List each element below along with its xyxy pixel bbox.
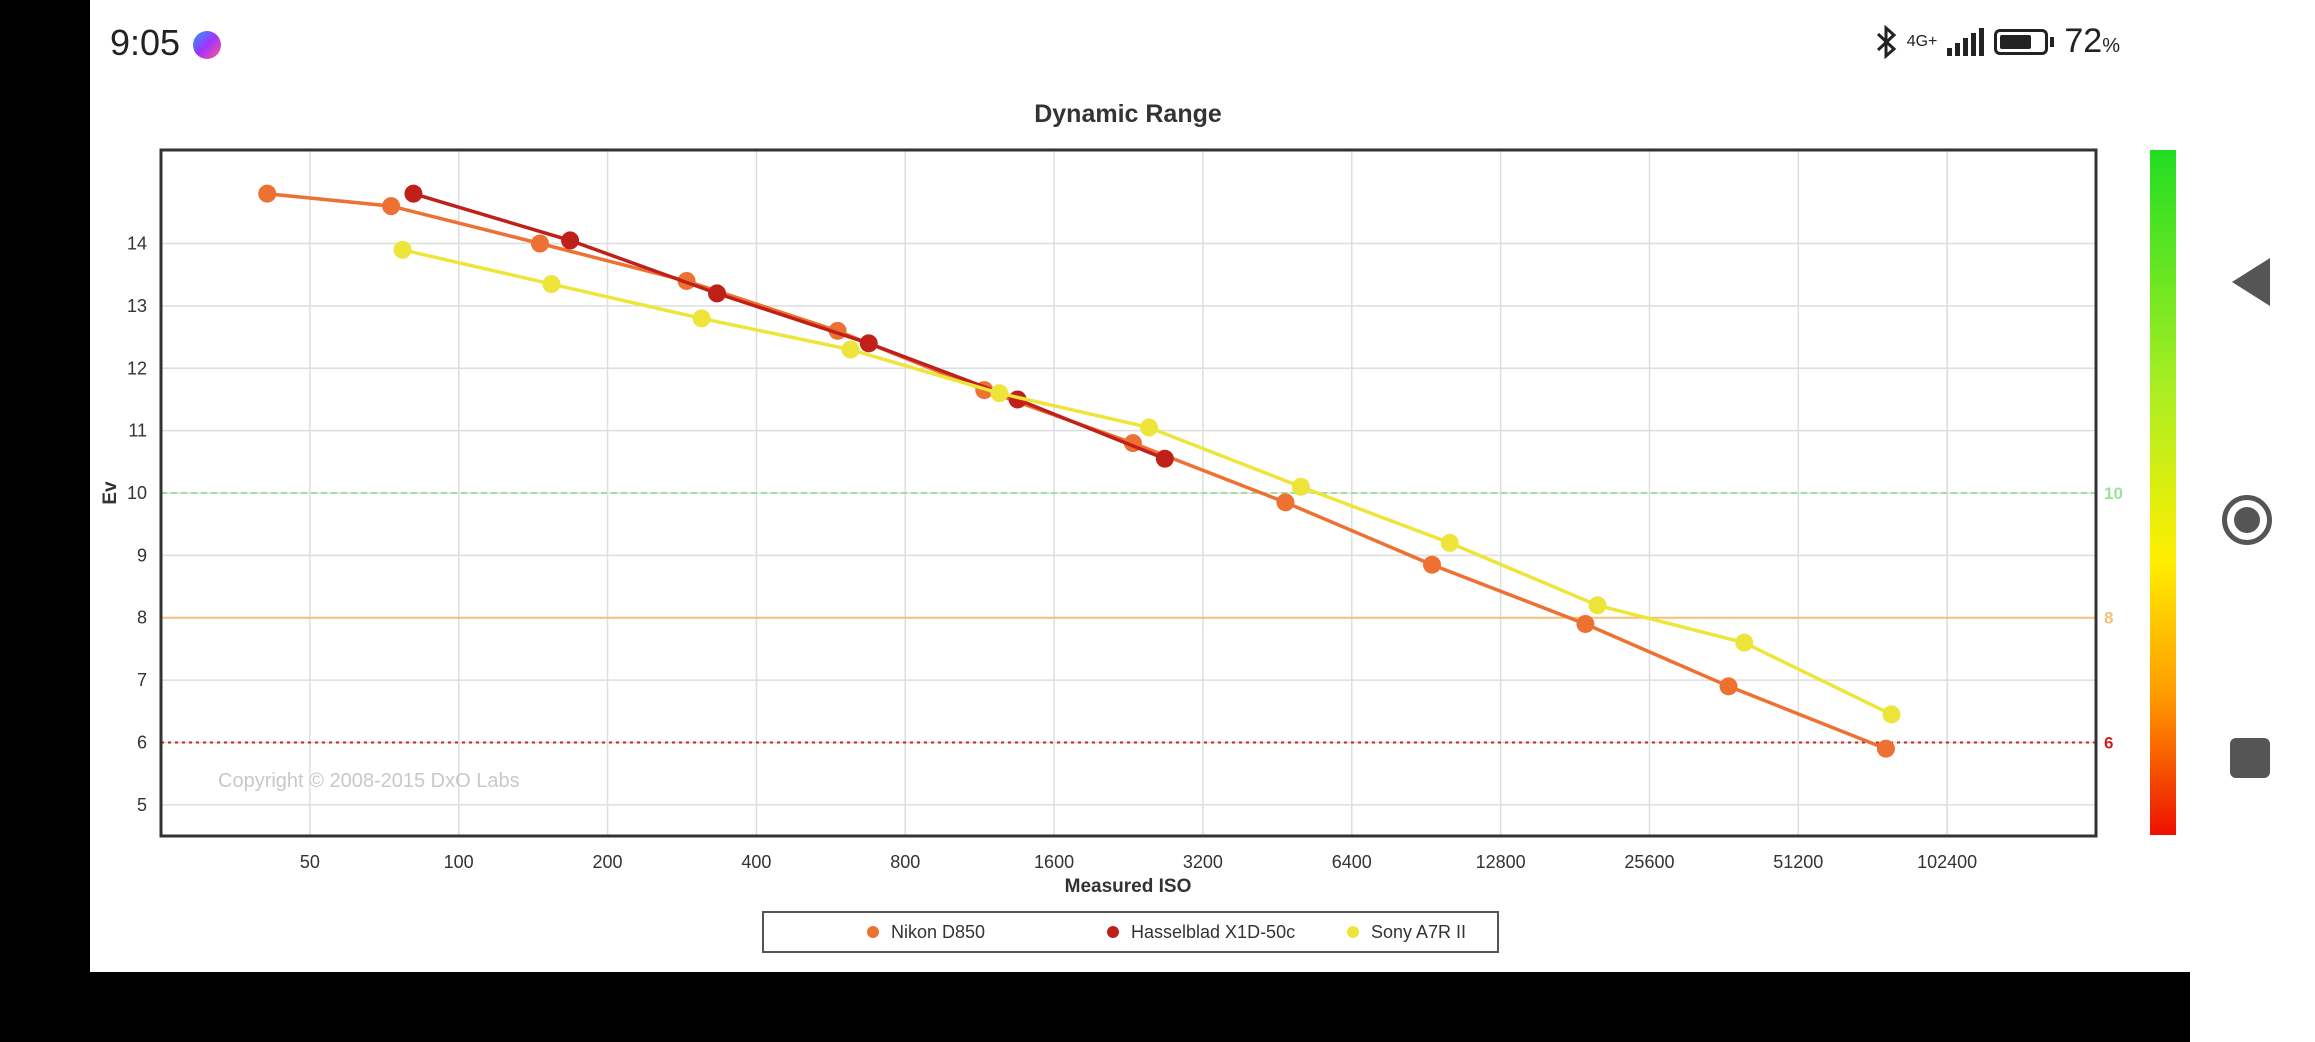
reference-label-10: 10 — [2104, 484, 2123, 503]
signal-icon — [1947, 27, 1985, 56]
x-axis-label: Measured ISO — [1065, 876, 1192, 897]
navigation-bar — [2190, 0, 2315, 1042]
y-tick-label: 5 — [137, 795, 147, 815]
x-tick-label: 800 — [890, 852, 920, 872]
data-point — [1140, 418, 1159, 437]
y-tick-label: 12 — [127, 358, 147, 378]
data-point — [404, 184, 423, 203]
y-axis-label: Ev — [100, 481, 121, 505]
bluetooth-icon — [1876, 24, 1896, 59]
status-time: 9:05 — [110, 22, 181, 63]
battery-fill — [2000, 34, 2031, 49]
legend-items: Nikon D850 Hasselblad X1D-50c Sony A7R II — [867, 922, 1466, 942]
y-tick-label: 9 — [137, 545, 147, 565]
data-point — [1155, 449, 1174, 468]
x-tick-label: 400 — [741, 852, 771, 872]
reference-label-6: 6 — [2104, 733, 2113, 752]
legend-marker — [1347, 926, 1359, 938]
plot-frame — [159, 148, 2098, 838]
chart-title: Dynamic Range — [1034, 100, 1222, 128]
color-scale-bar — [2150, 150, 2176, 835]
home-icon[interactable] — [2222, 495, 2272, 545]
data-point — [1423, 555, 1442, 574]
data-point — [990, 384, 1009, 403]
data-point — [258, 184, 277, 203]
data-point — [692, 309, 711, 328]
data-point — [1276, 493, 1295, 512]
data-point — [708, 284, 727, 303]
x-tick-label: 200 — [593, 852, 623, 872]
y-tick-label: 8 — [137, 608, 147, 628]
data-point — [1588, 596, 1607, 615]
recents-icon[interactable] — [2230, 738, 2270, 778]
data-point — [1882, 705, 1901, 724]
bottom-bar — [90, 972, 2190, 1042]
home-icon-dot — [2234, 507, 2260, 533]
battery-percent: 72% — [2064, 22, 2120, 60]
y-tick-labels: 5 6 7 8 9 10 11 12 13 14 — [127, 234, 147, 815]
x-tick-label: 3200 — [1183, 852, 1223, 872]
y-tick-label: 11 — [128, 421, 147, 441]
data-point — [1876, 739, 1895, 758]
back-icon[interactable] — [2232, 258, 2270, 306]
battery-cap — [2050, 36, 2055, 47]
messenger-icon — [193, 31, 221, 59]
data-point — [841, 340, 860, 359]
battery-icon — [1994, 28, 2049, 55]
x-tick-label: 12800 — [1476, 852, 1526, 872]
reference-lines: 10 8 6 — [161, 484, 2123, 752]
legend-label: Nikon D850 — [891, 922, 985, 942]
x-tick-label: 102400 — [1917, 852, 1977, 872]
network-label: 4G+ — [1906, 32, 1938, 50]
x-tick-label: 51200 — [1773, 852, 1823, 872]
data-point — [1719, 677, 1738, 696]
x-tick-label: 50 — [300, 852, 320, 872]
data-point — [859, 334, 878, 353]
y-tick-label: 13 — [127, 296, 147, 316]
x-tick-label: 25600 — [1624, 852, 1674, 872]
dynamic-range-chart: Dynamic Range 10 8 6 Copyright © 2008-2015… — [100, 100, 2176, 953]
data-point — [382, 197, 401, 216]
data-point — [1291, 477, 1310, 496]
watermark: Copyright © 2008-2015 DxO Labs — [218, 770, 520, 792]
data-point — [530, 234, 549, 253]
screen: 9:05 4G+ 72% Dynamic Range 10 8 6 Copy — [90, 0, 2190, 972]
data-point — [1576, 614, 1595, 633]
data-point — [542, 275, 561, 294]
series-layer — [258, 184, 1901, 758]
series-line-2 — [402, 248, 1893, 716]
data-point — [1440, 533, 1459, 552]
y-tick-label: 10 — [127, 483, 147, 503]
legend-marker — [867, 926, 879, 938]
series-line-0 — [267, 191, 1887, 751]
x-tick-label: 1600 — [1034, 852, 1074, 872]
legend: Nikon D850 Hasselblad X1D-50c Sony A7R II — [762, 911, 1499, 953]
x-tick-label: 6400 — [1332, 852, 1372, 872]
y-tick-label: 14 — [127, 234, 147, 254]
x-tick-labels: 50 100 200 400 800 1600 3200 6400 12800 25600 5120… — [300, 852, 1977, 872]
series-line-1 — [412, 192, 1166, 461]
x-tick-label: 100 — [444, 852, 474, 872]
legend-label: Sony A7R II — [1371, 922, 1466, 942]
y-tick-label: 7 — [137, 670, 147, 690]
y-tick-label: 6 — [137, 732, 147, 752]
legend-box — [762, 911, 1499, 953]
data-point — [561, 231, 580, 250]
legend-label: Hasselblad X1D-50c — [1131, 922, 1295, 942]
legend-marker — [1107, 926, 1119, 938]
status-icons: 4G+ 72% — [1875, 22, 2120, 61]
reference-label-8: 8 — [2104, 609, 2113, 628]
data-point — [393, 240, 412, 259]
data-point — [1735, 633, 1754, 652]
